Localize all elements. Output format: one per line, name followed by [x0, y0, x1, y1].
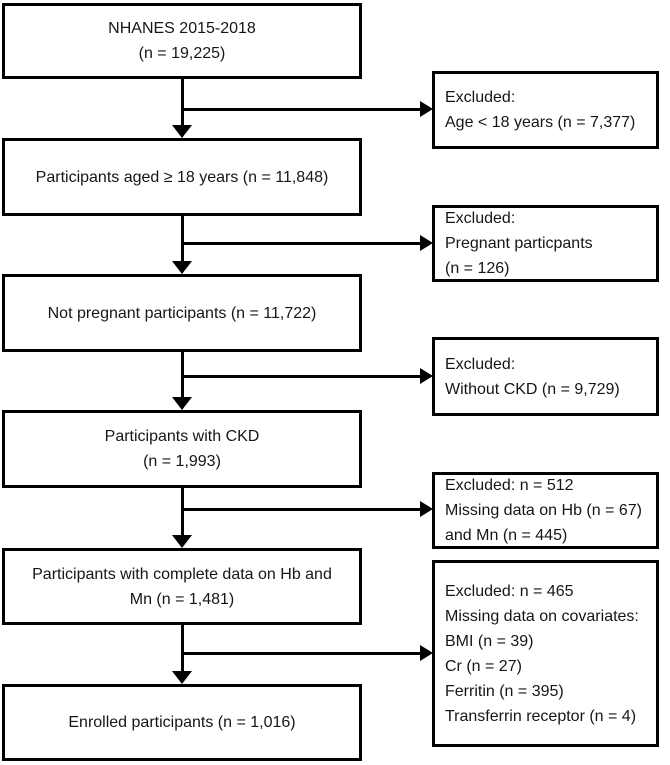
- box-excluded-no-ckd: Excluded: Without CKD (n = 9,729): [432, 337, 659, 416]
- text-line: Cr (n = 27): [445, 657, 522, 675]
- text-line: Age < 18 years (n = 7,377): [445, 114, 636, 131]
- text-line: Missing data on covariates:: [445, 607, 639, 625]
- text-line: Missing data on Hb (n = 67): [445, 502, 642, 519]
- flow-line-vertical-1: [181, 79, 184, 125]
- flow-line-vertical-4: [181, 488, 184, 535]
- text-line: Not pregnant participants (n = 11,722): [47, 304, 317, 322]
- box-aged-18: Participants aged ≥ 18 years (n = 11,848…: [2, 138, 362, 216]
- box-excluded-missing-hb-mn: Excluded: n = 512 Missing data on Hb (n …: [432, 472, 659, 549]
- box-ckd: Participants with CKD (n = 1,993): [2, 410, 362, 488]
- text-line: Ferritin (n = 395): [445, 682, 564, 700]
- text-line: Enrolled participants (n = 1,016): [68, 714, 296, 731]
- text-line: Participants with CKD: [104, 428, 260, 445]
- text-line: and Mn (n = 445): [445, 527, 568, 544]
- flow-line-horizontal-3: [181, 375, 421, 378]
- arrow-down-icon-5: [172, 671, 192, 684]
- arrow-right-icon-4: [420, 501, 433, 517]
- arrow-down-icon-4: [172, 535, 192, 548]
- text-line: BMI (n = 39): [445, 632, 534, 650]
- arrow-right-icon-5: [420, 645, 433, 661]
- box-complete-data: Participants with complete data on Hb an…: [2, 548, 362, 625]
- arrow-right-icon-1: [420, 101, 433, 117]
- flow-line-horizontal-5: [181, 652, 421, 655]
- text-line: Transferrin receptor (n = 4): [445, 707, 637, 725]
- text-line: NHANES 2015-2018: [108, 20, 256, 37]
- flow-line-vertical-3: [181, 352, 184, 397]
- arrow-down-icon-2: [172, 261, 192, 274]
- box-excluded-covariates: Excluded: n = 465 Missing data on covari…: [432, 560, 659, 747]
- text-line: Excluded: n = 512: [445, 477, 574, 494]
- text-line: (n = 1,993): [143, 453, 221, 470]
- text-line: (n = 19,225): [138, 45, 226, 62]
- arrow-right-icon-3: [420, 368, 433, 384]
- text-line: Mn (n = 1,481): [129, 590, 235, 608]
- arrow-right-icon-2: [420, 235, 433, 251]
- text-line: Excluded:: [445, 210, 516, 227]
- flow-line-horizontal-1: [181, 108, 421, 111]
- flow-line-horizontal-2: [181, 242, 421, 245]
- flow-line-vertical-5: [181, 625, 184, 671]
- text-line: Excluded:: [445, 355, 516, 373]
- box-excluded-age: Excluded: Age < 18 years (n = 7,377): [432, 71, 659, 149]
- arrow-down-icon-1: [172, 125, 192, 138]
- text-line: Pregnant particpants: [445, 235, 593, 252]
- box-not-pregnant: Not pregnant participants (n = 11,722): [2, 274, 362, 352]
- text-line: Without CKD (n = 9,729): [445, 380, 620, 398]
- flow-line-horizontal-4: [181, 508, 421, 511]
- text-line: Participants aged ≥ 18 years (n = 11,848…: [35, 168, 329, 186]
- box-excluded-pregnant: Excluded: Pregnant particpants (n = 126): [432, 205, 659, 282]
- box-nhanes: NHANES 2015-2018 (n = 19,225): [2, 3, 362, 79]
- box-enrolled: Enrolled participants (n = 1,016): [2, 684, 362, 761]
- arrow-down-icon-3: [172, 397, 192, 410]
- text-line: Participants with complete data on Hb an…: [32, 565, 332, 583]
- text-line: Excluded:: [445, 89, 516, 106]
- flow-line-vertical-2: [181, 216, 184, 261]
- text-line: (n = 126): [445, 260, 510, 277]
- text-line: Excluded: n = 465: [445, 582, 574, 600]
